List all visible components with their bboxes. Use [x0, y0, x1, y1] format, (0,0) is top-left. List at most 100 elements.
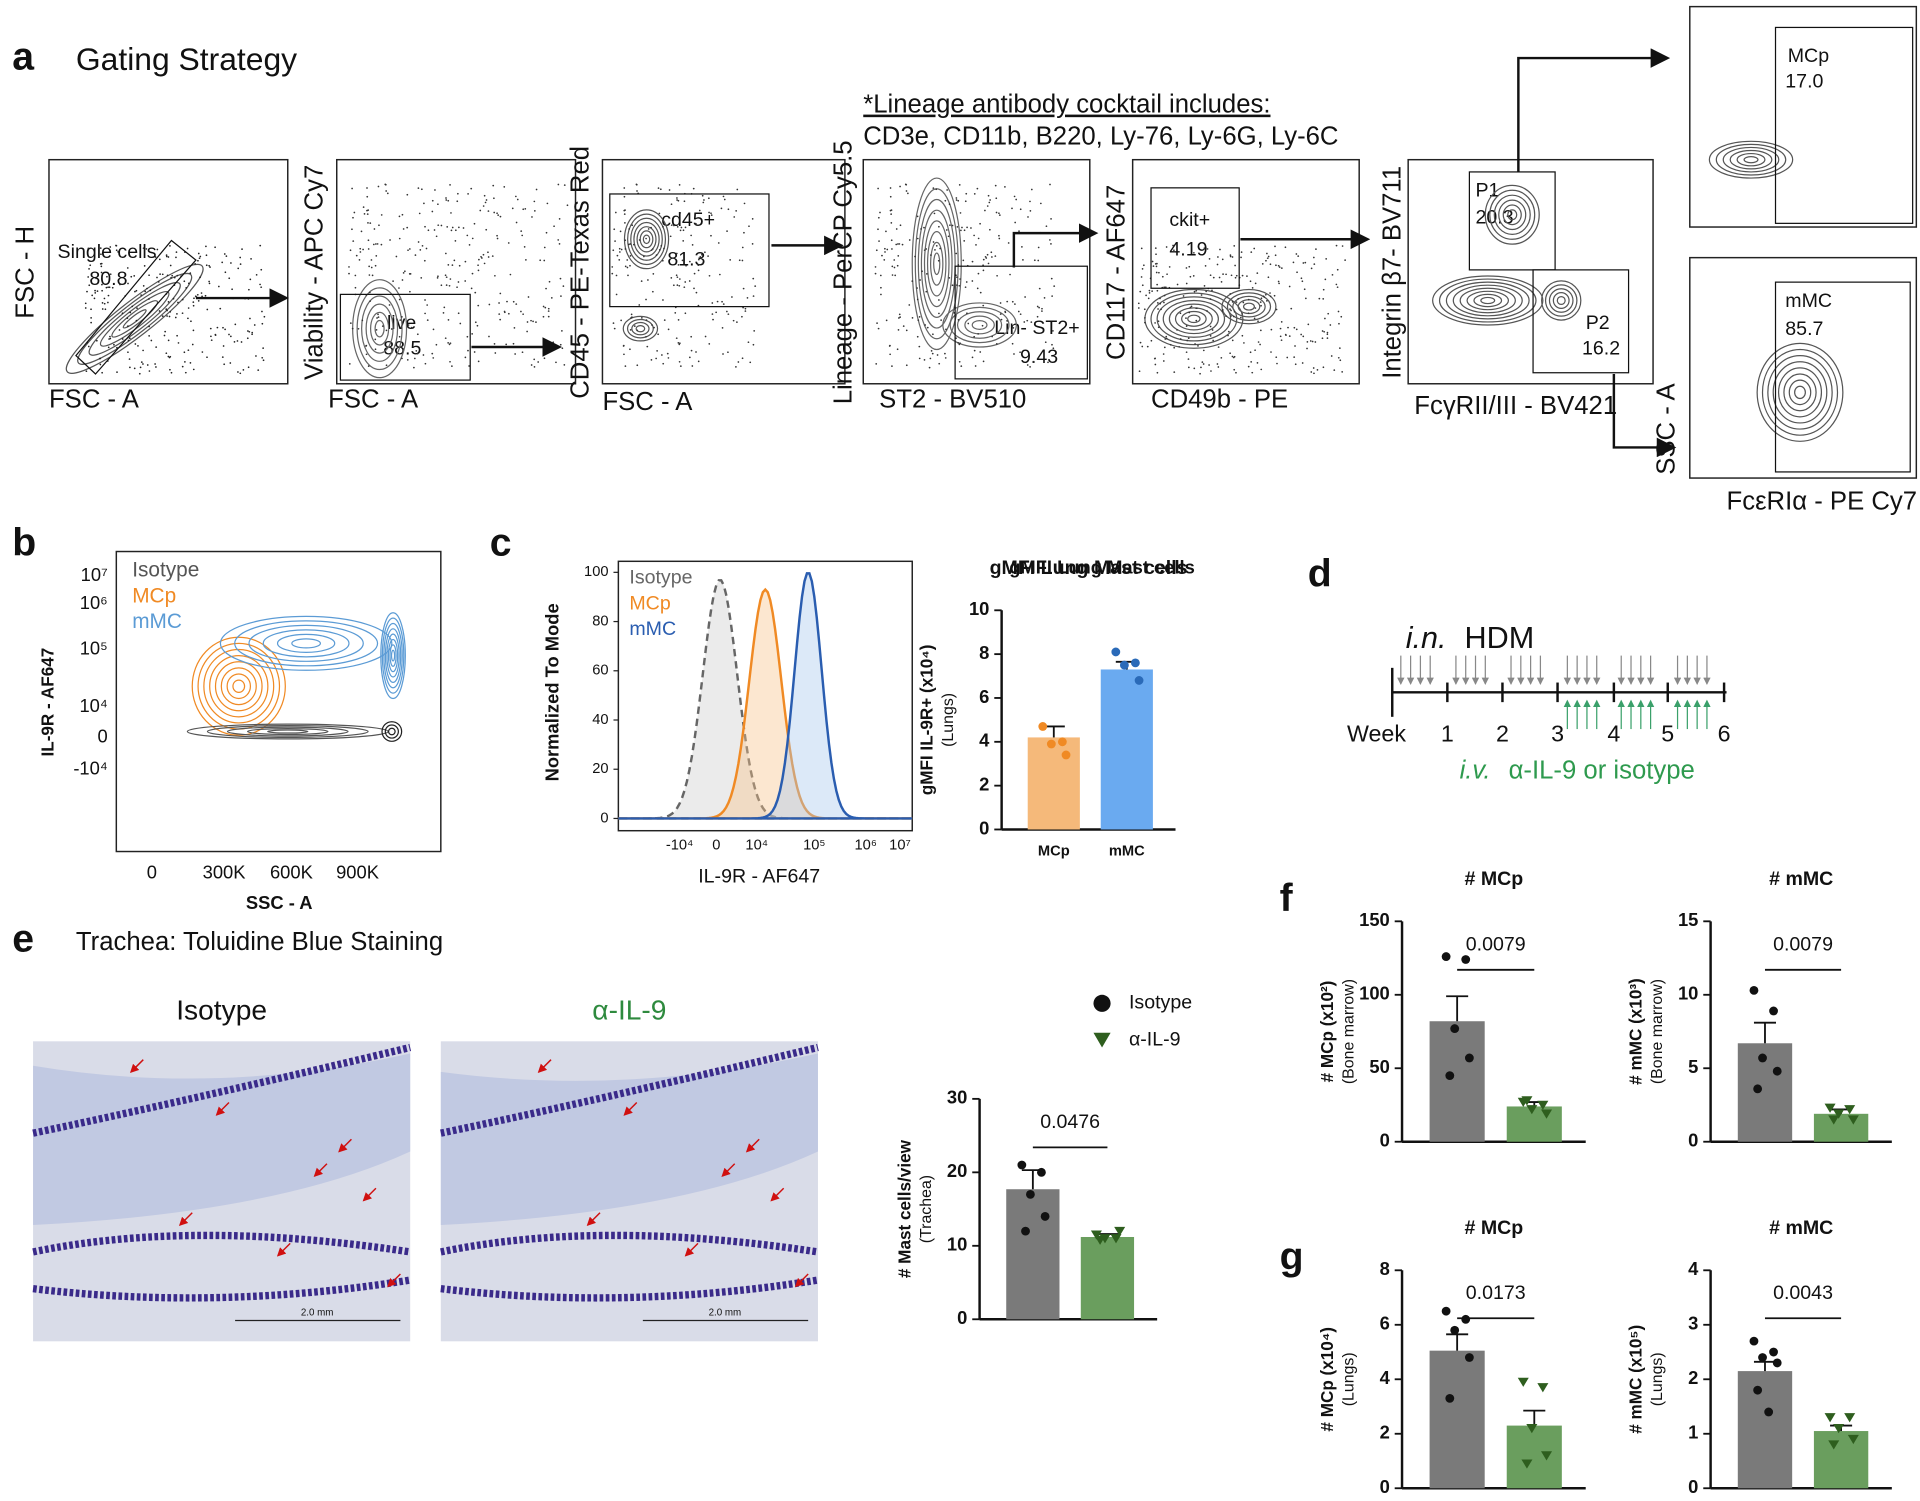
event-dot	[385, 364, 388, 367]
data-point	[1445, 1071, 1455, 1081]
mast-cell-arrow	[313, 1163, 328, 1178]
contour	[186, 723, 389, 740]
event-dot	[1036, 305, 1039, 308]
event-dot	[722, 353, 724, 355]
y-tick-label: 4	[979, 730, 990, 751]
event-dot	[359, 251, 362, 253]
event-dot	[512, 300, 515, 303]
event-dot	[209, 327, 212, 330]
event-dot	[885, 319, 888, 322]
event-dot	[135, 319, 138, 322]
event-dot	[148, 274, 150, 277]
event-dot	[349, 322, 352, 324]
event-dot	[736, 321, 738, 323]
event-dot	[971, 280, 974, 282]
event-dot	[209, 266, 211, 268]
event-dot	[369, 222, 372, 225]
event-dot	[1209, 274, 1212, 277]
event-dot	[1044, 341, 1047, 344]
event-dot	[544, 306, 547, 309]
event-dot	[1230, 274, 1233, 277]
event-dot	[1302, 335, 1305, 338]
event-dot	[376, 317, 378, 319]
event-dot	[1039, 202, 1042, 205]
event-dot	[655, 254, 658, 256]
event-dot	[688, 280, 691, 282]
event-dot	[90, 308, 92, 311]
event-dot	[1329, 324, 1332, 326]
contour	[1232, 295, 1266, 318]
event-dot	[970, 227, 972, 229]
event-dot	[1151, 260, 1154, 263]
chart-title: # MCp	[1465, 1217, 1524, 1239]
event-dot	[498, 313, 501, 315]
event-dot	[525, 259, 527, 261]
event-dot	[999, 313, 1002, 315]
event-dot	[693, 272, 696, 275]
event-dot	[889, 209, 892, 212]
event-dot	[85, 370, 88, 373]
event-dot	[555, 361, 557, 364]
event-dot	[989, 199, 991, 201]
y-tick-label: 10	[969, 598, 989, 619]
event-dot	[1190, 305, 1193, 308]
event-dot	[559, 343, 562, 346]
event-dot	[676, 226, 679, 228]
event-dot	[934, 248, 936, 251]
event-dot	[916, 298, 919, 301]
y-tick-label: 8	[1380, 1258, 1390, 1279]
event-dot	[479, 209, 482, 212]
event-dot	[423, 202, 425, 205]
event-dot	[91, 294, 94, 297]
event-dot	[1301, 362, 1304, 364]
event-dot	[407, 249, 409, 252]
event-dot	[109, 246, 112, 248]
event-dot	[206, 308, 209, 311]
event-dot	[643, 255, 645, 258]
event-dot	[542, 305, 545, 308]
event-dot	[137, 344, 139, 347]
event-dot	[143, 265, 146, 267]
event-dot	[1339, 347, 1341, 349]
axis-label: FcγRII/III - BV421	[1414, 392, 1617, 420]
event-dot	[889, 187, 892, 189]
event-dot	[623, 195, 626, 198]
event-dot	[991, 256, 993, 258]
event-dot	[1014, 221, 1017, 224]
event-dot	[522, 208, 525, 211]
event-dot	[988, 201, 991, 204]
y-tick-label: 10	[1678, 983, 1698, 1004]
x-tick-label: MCp	[1038, 843, 1070, 859]
event-dot	[719, 273, 721, 276]
legend-label: MCp	[629, 592, 670, 614]
event-dot	[957, 319, 960, 321]
event-dot	[1279, 327, 1282, 330]
y-tick-label: 8	[979, 642, 989, 663]
event-dot	[261, 322, 264, 325]
event-dot	[126, 317, 129, 319]
event-dot	[1231, 339, 1234, 342]
legend-marker	[1093, 994, 1111, 1012]
event-dot	[612, 322, 615, 324]
event-dot	[623, 213, 626, 215]
event-dot	[1194, 343, 1196, 345]
event-dot	[95, 277, 97, 280]
contour	[942, 302, 1017, 348]
event-dot	[467, 349, 469, 352]
event-dot	[1209, 335, 1212, 337]
event-dot	[875, 363, 878, 365]
event-dot	[672, 284, 675, 287]
event-dot	[172, 297, 175, 300]
event-dot	[533, 200, 536, 203]
y-tick-label: 0	[600, 810, 608, 826]
contour	[911, 177, 962, 351]
contour	[389, 644, 397, 667]
contour	[636, 226, 657, 253]
event-dot	[185, 287, 188, 289]
event-dot	[1212, 339, 1215, 342]
y-tick-label: 0	[957, 1307, 967, 1328]
axis-label: (Lungs)	[940, 693, 957, 747]
event-dot	[205, 264, 208, 267]
event-dot	[127, 325, 129, 327]
event-dot	[398, 237, 401, 240]
